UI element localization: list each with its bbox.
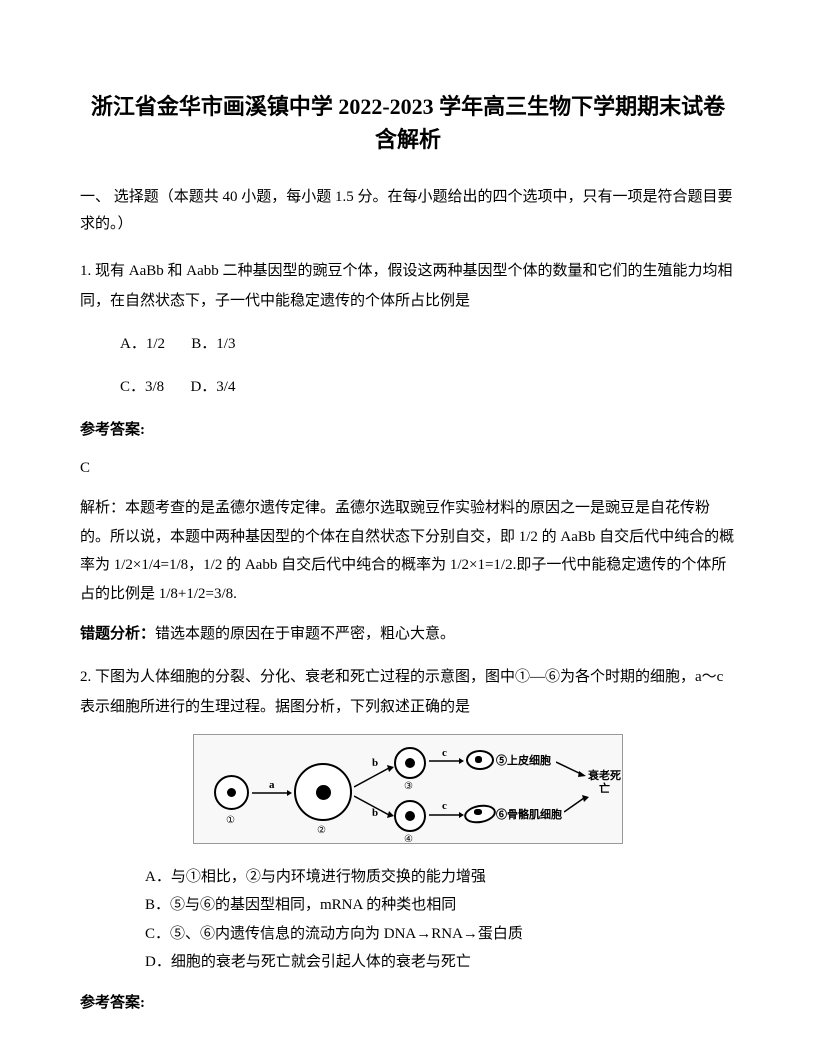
cell-2-nucleus <box>316 785 331 800</box>
q1-error-label: 错题分析： <box>80 626 155 642</box>
cell-3-label: ③ <box>404 779 413 795</box>
arrow-c2 <box>429 812 464 820</box>
cell-6-nucleus <box>474 809 482 815</box>
question-1-options-row1: A．1/2 B．1/3 <box>80 328 736 361</box>
q1-error-text: 错选本题的原因在于审题不严密，粗心大意。 <box>155 626 455 642</box>
arrow-end1 <box>556 759 586 779</box>
cell-1-label: ① <box>226 813 235 829</box>
cell-6-label: ⑥骨骼肌细胞 <box>496 807 562 825</box>
q1-answer: C <box>80 456 736 480</box>
end-label: 衰老死亡 <box>587 770 622 796</box>
q1-answer-label: 参考答案: <box>80 418 736 442</box>
q1-error-analysis: 错题分析：错选本题的原因在于审题不严密，粗心大意。 <box>80 622 736 646</box>
q1-option-d: D．3/4 <box>190 379 235 395</box>
q1-option-c: C．3/8 <box>120 379 164 395</box>
diagram-container: ① a ② b b ③ ④ c c ⑤上皮细胞 <box>80 734 736 853</box>
q2-option-a: A．与①相比，②与内环境进行物质交换的能力增强 <box>80 863 736 892</box>
question-1-text: 1. 现有 AaBb 和 Aabb 二种基因型的豌豆个体，假设这两种基因型个体的… <box>80 256 736 316</box>
q2-option-d: D．细胞的衰老与死亡就会引起人体的衰老与死亡 <box>80 948 736 977</box>
q2-option-b: B．⑤与⑥的基因型相同，mRNA 的种类也相同 <box>80 891 736 920</box>
q1-explanation: 解析：本题考查的是孟德尔遗传定律。孟德尔选取豌豆作实验材料的原因之一是豌豆是自花… <box>80 494 736 608</box>
page-title: 浙江省金华市画溪镇中学 2022-2023 学年高三生物下学期期末试卷含解析 <box>80 90 736 156</box>
cell-2-label: ② <box>317 823 326 839</box>
question-2-text: 2. 下图为人体细胞的分裂、分化、衰老和死亡过程的示意图，图中①—⑥为各个时期的… <box>80 662 736 722</box>
q2-answer-label: 参考答案: <box>80 991 736 1015</box>
cell-4-label: ④ <box>404 832 413 848</box>
q1-option-a: A．1/2 <box>120 336 165 352</box>
arrow-b2 <box>354 793 394 818</box>
cell-5-label: ⑤上皮细胞 <box>496 753 551 771</box>
cell-3-nucleus <box>405 758 415 768</box>
arrow-a <box>252 790 292 800</box>
arrow-c1 <box>429 758 464 766</box>
question-1-options-row2: C．3/8 D．3/4 <box>80 371 736 404</box>
section-header: 一、 选择题（本题共 40 小题，每小题 1.5 分。在每小题给出的四个选项中，… <box>80 184 736 238</box>
arrow-b1 <box>354 765 394 790</box>
cell-4-nucleus <box>405 811 415 821</box>
cell-5-nucleus <box>475 756 482 763</box>
cell-diagram: ① a ② b b ③ ④ c c ⑤上皮细胞 <box>193 734 623 844</box>
arrow-end2 <box>564 795 589 815</box>
q1-option-b: B．1/3 <box>191 336 235 352</box>
q2-option-c: C．⑤、⑥内遗传信息的流动方向为 DNA→RNA→蛋白质 <box>80 920 736 949</box>
cell-1-nucleus <box>227 788 236 797</box>
